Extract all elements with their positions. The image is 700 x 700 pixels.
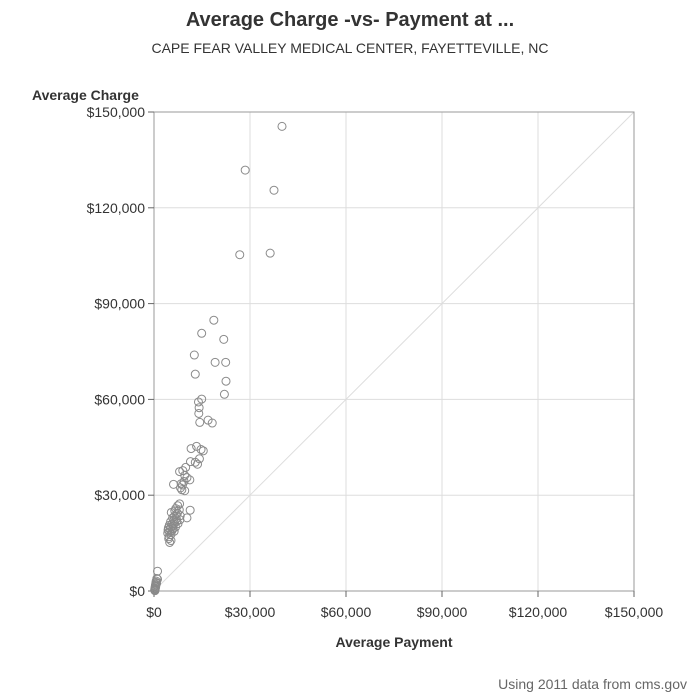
x-tick-label: $120,000 xyxy=(509,604,568,620)
data-point xyxy=(265,248,275,258)
y-axis-label: Average Charge xyxy=(32,87,139,103)
data-point xyxy=(177,480,187,490)
data-point xyxy=(169,479,179,489)
data-point xyxy=(207,418,217,428)
data-point xyxy=(198,446,208,456)
data-point xyxy=(189,350,199,360)
data-point xyxy=(153,566,163,576)
data-point xyxy=(185,475,195,485)
data-point xyxy=(164,534,174,544)
data-point xyxy=(221,376,231,386)
data-point xyxy=(221,357,231,367)
y-tick-label: $60,000 xyxy=(94,391,145,407)
x-tick-label: $0 xyxy=(146,604,162,620)
data-point xyxy=(195,417,205,427)
data-point xyxy=(269,185,279,195)
data-point xyxy=(192,441,202,451)
data-point xyxy=(277,121,287,131)
x-tick-label: $30,000 xyxy=(225,604,276,620)
data-point xyxy=(193,397,203,407)
data-point xyxy=(197,394,207,404)
x-axis-label: Average Payment xyxy=(335,634,453,650)
reference-line xyxy=(153,111,635,592)
y-tick-label: $90,000 xyxy=(94,296,145,312)
data-point xyxy=(240,165,250,175)
data-point xyxy=(194,403,204,413)
chart-subtitle: CAPE FEAR VALLEY MEDICAL CENTER, FAYETTE… xyxy=(151,40,549,56)
x-tick-label: $90,000 xyxy=(417,604,468,620)
data-point xyxy=(194,408,204,418)
data-point xyxy=(190,457,200,467)
data-point xyxy=(186,444,196,454)
chart-title: Average Charge -vs- Payment at ... xyxy=(185,9,515,31)
data-point xyxy=(210,357,220,367)
plot-frame xyxy=(153,111,635,592)
data-point xyxy=(190,369,200,379)
data-point xyxy=(163,525,173,535)
footnote: Using 2011 data from cms.gov xyxy=(498,676,687,692)
data-point xyxy=(180,470,190,480)
y-tick-label: $30,000 xyxy=(94,487,145,503)
data-point xyxy=(169,526,179,536)
data-point xyxy=(185,505,195,515)
data-point xyxy=(196,445,206,455)
data-point xyxy=(165,537,175,547)
data-point xyxy=(219,389,229,399)
data-point xyxy=(166,536,176,546)
data-point xyxy=(150,586,160,596)
data-point xyxy=(197,328,207,338)
y-tick-label: $0 xyxy=(129,583,145,599)
data-point xyxy=(182,513,192,523)
x-tick-label: $150,000 xyxy=(605,604,664,620)
y-tick-label: $120,000 xyxy=(87,200,146,216)
x-tick-label: $60,000 xyxy=(321,604,372,620)
data-point xyxy=(193,459,203,469)
data-point xyxy=(209,315,219,325)
y-tick-label: $150,000 xyxy=(87,104,146,120)
data-point xyxy=(219,334,229,344)
data-point xyxy=(180,486,190,496)
data-point xyxy=(235,250,245,260)
data-point xyxy=(173,501,183,511)
